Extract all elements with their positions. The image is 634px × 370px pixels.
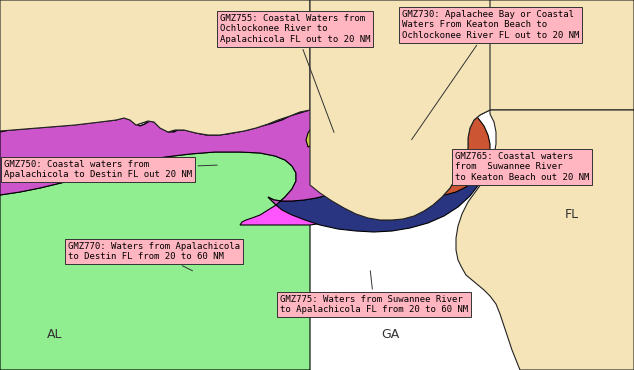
Text: GA: GA: [381, 329, 399, 342]
Text: GMZ775: Waters from Suwannee River
to Apalachicola FL from 20 to 60 NM: GMZ775: Waters from Suwannee River to Ap…: [280, 271, 468, 314]
FancyBboxPatch shape: [0, 0, 634, 110]
Polygon shape: [310, 0, 490, 220]
Polygon shape: [364, 110, 460, 183]
Polygon shape: [0, 110, 310, 370]
Polygon shape: [306, 110, 418, 215]
Text: GMZ765: Coastal waters
from  Suwannee River
to Keaton Beach out 20 NM: GMZ765: Coastal waters from Suwannee Riv…: [455, 152, 590, 182]
Polygon shape: [0, 0, 634, 110]
Text: FL: FL: [565, 209, 579, 222]
Text: GMZ755: Coastal Waters from
Ochlockonee River to
Apalachicola FL out to 20 NM: GMZ755: Coastal Waters from Ochlockonee …: [220, 14, 370, 132]
Text: AL: AL: [48, 329, 63, 342]
Polygon shape: [0, 110, 380, 205]
Polygon shape: [394, 110, 490, 196]
Text: GMZ730: Apalachee Bay or Coastal
Waters From Keaton Beach to
Ochlockonee River F: GMZ730: Apalachee Bay or Coastal Waters …: [402, 10, 579, 140]
Text: GMZ770: Waters from Apalachicola
to Destin FL from 20 to 60 NM: GMZ770: Waters from Apalachicola to Dest…: [68, 242, 240, 271]
Polygon shape: [456, 110, 634, 370]
Polygon shape: [0, 110, 376, 225]
Polygon shape: [0, 0, 634, 220]
Text: GMZ750: Coastal waters from
Apalachicola to Destin FL out 20 NM: GMZ750: Coastal waters from Apalachicola…: [4, 160, 217, 179]
Polygon shape: [268, 110, 488, 232]
Polygon shape: [0, 0, 310, 135]
